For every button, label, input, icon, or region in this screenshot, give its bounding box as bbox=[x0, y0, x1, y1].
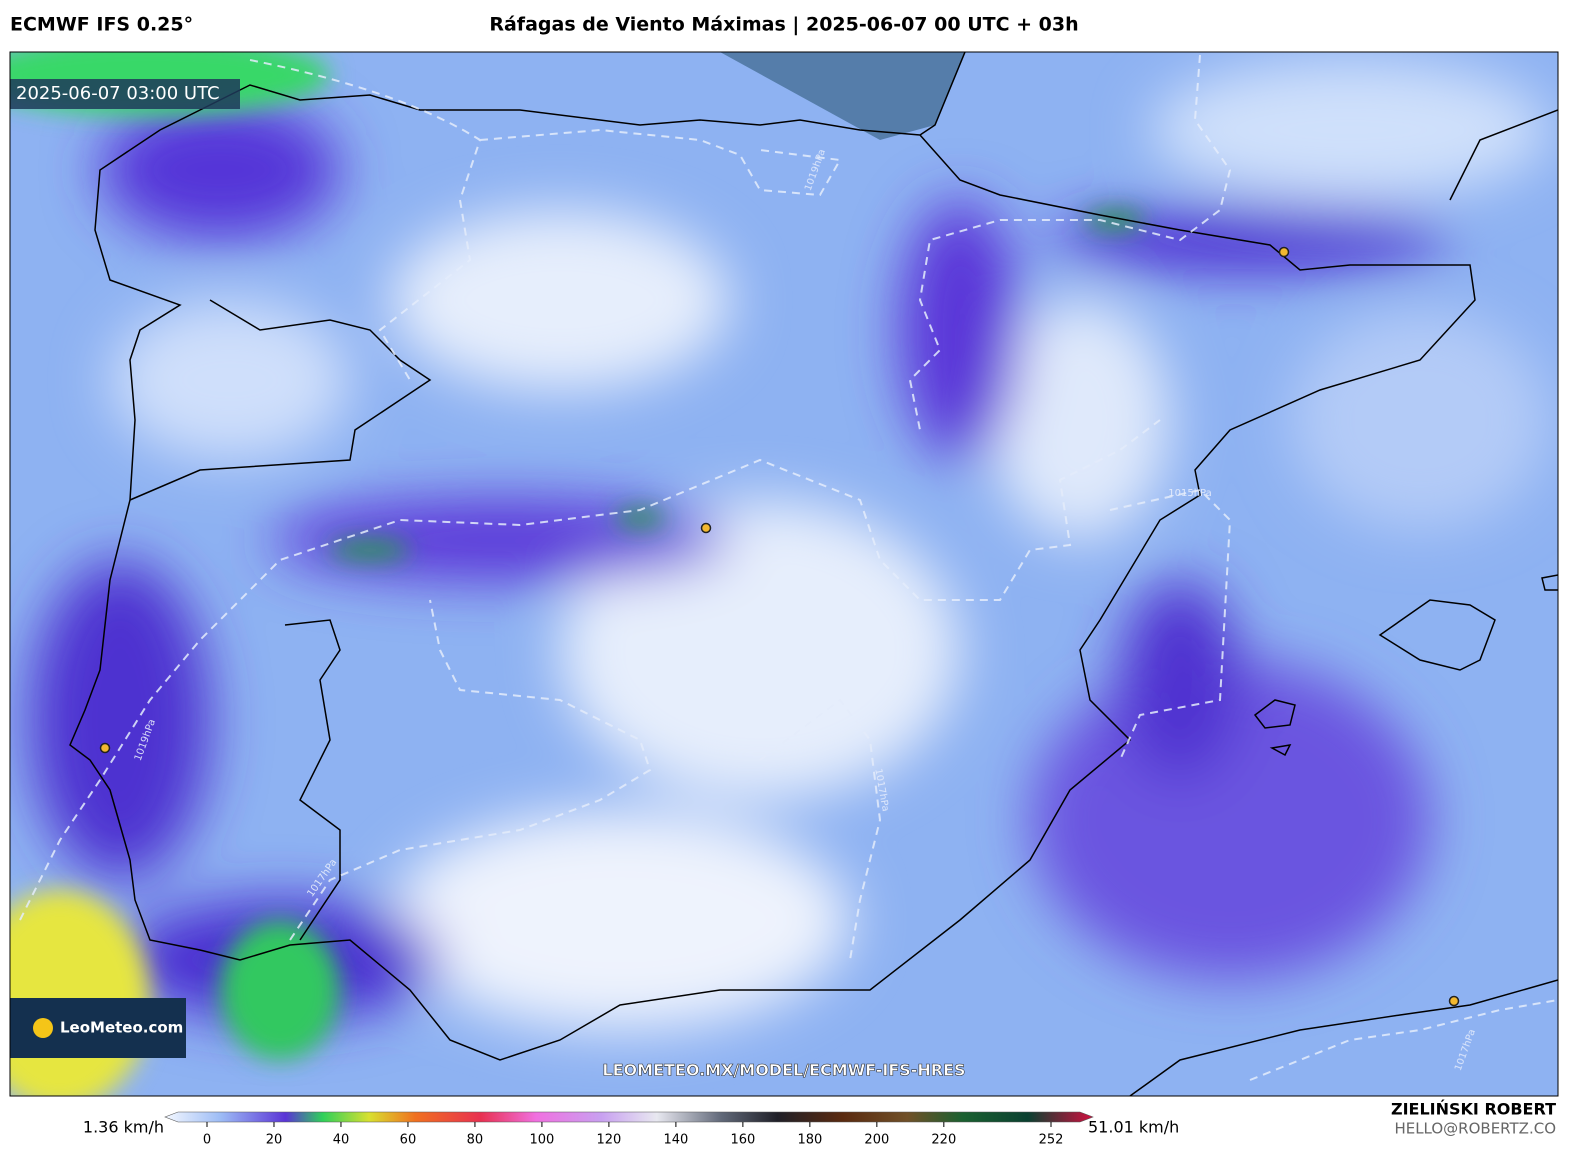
isobar-label: 1015hPa bbox=[1168, 488, 1212, 499]
time-box bbox=[10, 79, 240, 109]
colorbar-tick-label: 100 bbox=[530, 1133, 555, 1148]
credit-email: HELLO@ROBERTZ.CO bbox=[1394, 1120, 1556, 1138]
colorbar-tick-label: 140 bbox=[663, 1133, 688, 1148]
colorbar-tick-label: 40 bbox=[333, 1133, 350, 1148]
colorbar-tick-label: 60 bbox=[400, 1133, 417, 1148]
colorbar-tick-label: 220 bbox=[931, 1133, 956, 1148]
colorbar bbox=[164, 1111, 1094, 1123]
map-frame bbox=[9, 51, 1559, 1097]
colorbar-tick-label: 160 bbox=[730, 1133, 755, 1148]
map: 1019hPa 1019hPa 1017hPa 1017hPa 1015hPa … bbox=[10, 52, 1558, 1096]
model-name: ECMWF IFS 0.25° bbox=[10, 14, 193, 36]
city-dot bbox=[1278, 246, 1290, 258]
city-dot bbox=[99, 742, 111, 754]
city-dot bbox=[700, 522, 712, 534]
colorbar-max: 51.01 km/h bbox=[1088, 1118, 1179, 1137]
colorbar-tick-label: 0 bbox=[203, 1133, 211, 1148]
colorbar-tick-label: 120 bbox=[596, 1133, 621, 1148]
logo-sun bbox=[33, 1018, 53, 1038]
colorbar-tick-label: 252 bbox=[1039, 1133, 1064, 1148]
source-url: LEOMETEO.MX/MODEL/ECMWF-IFS-HRES bbox=[602, 1061, 965, 1080]
colorbar-min: 1.36 km/h bbox=[83, 1118, 164, 1137]
colorbar-tick-label: 20 bbox=[266, 1133, 283, 1148]
map-title: Ráfagas de Viento Máximas | 2025-06-07 0… bbox=[489, 14, 1078, 36]
city-dot bbox=[1448, 995, 1460, 1007]
colorbar-ticks: 0 20 40 60 80 100 120 140 160 180 200 220 252 bbox=[203, 1122, 1064, 1148]
colorbar-tick-label: 180 bbox=[797, 1133, 822, 1148]
colorbar-tick-label: 200 bbox=[864, 1133, 889, 1148]
isobar-line bbox=[19, 54, 1558, 1081]
colorbar-tick-label: 80 bbox=[467, 1133, 484, 1148]
valid-time: 2025-06-07 03:00 UTC bbox=[16, 83, 220, 104]
city-markers bbox=[99, 246, 1460, 1007]
credit-name: ZIELIŃSKI ROBERT bbox=[1391, 1100, 1556, 1119]
logo-text: LeoMeteo.com bbox=[60, 1019, 183, 1037]
